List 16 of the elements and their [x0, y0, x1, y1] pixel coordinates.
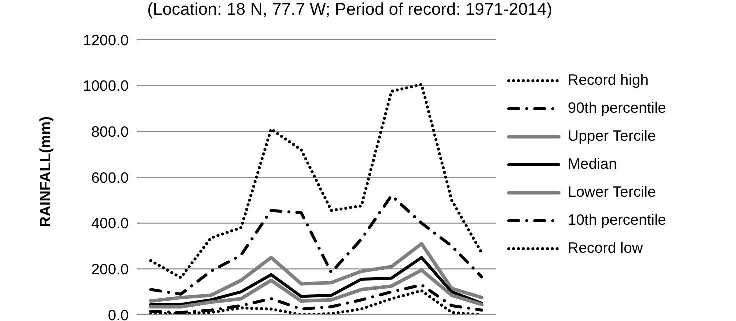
y-tick-label: 0.0	[108, 307, 129, 321]
legend-label: Median	[568, 156, 618, 173]
y-tick-label: 600.0	[91, 170, 129, 187]
legend-label: 10th percentile	[568, 212, 666, 229]
y-tick-label: 1200.0	[83, 32, 129, 50]
y-tick-label: 200.0	[91, 261, 129, 278]
legend-label: Lower Tercile	[568, 184, 656, 201]
legend-label: Record low	[568, 240, 644, 257]
chart-subtitle: (Location: 18 N, 77.7 W; Period of record: 1971-2014)	[146, 0, 554, 20]
legend-label: Upper Tercile	[568, 128, 656, 145]
y-axis-title: RAINFALL(mm)	[37, 116, 54, 228]
y-tick-label: 800.0	[91, 124, 129, 141]
y-tick-label: 400.0	[91, 216, 129, 233]
legend-label: 90th percentile	[568, 100, 666, 117]
legend-label: Record high	[568, 72, 649, 89]
y-tick-label: 1000.0	[83, 78, 129, 96]
